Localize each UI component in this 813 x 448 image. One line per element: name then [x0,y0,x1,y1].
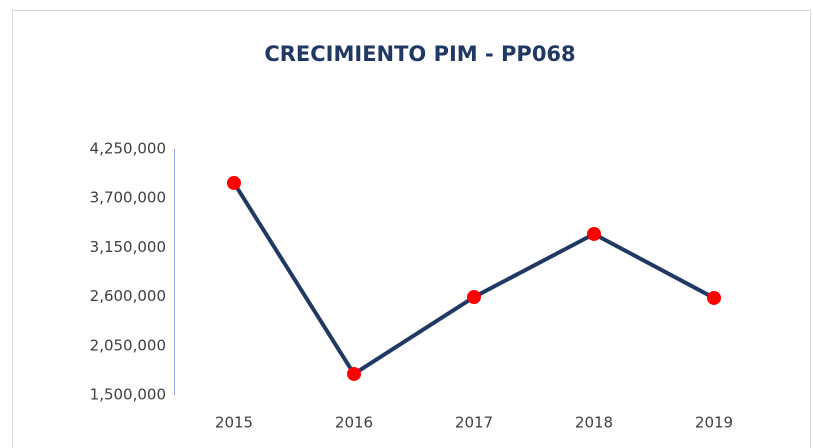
x-tick-label: 2016 [335,414,373,432]
marker [707,290,721,305]
y-tick-label: 2,050,000 [90,336,166,354]
marker [467,290,481,305]
marker [347,366,361,381]
chart-title: CRECIMIENTO PIM - PP068 [264,42,575,66]
y-tick-label: 2,600,000 [90,287,166,305]
x-tick-label: 2018 [575,414,613,432]
y-tick-label: 3,700,000 [90,189,166,207]
x-tick-label: 2015 [215,414,253,432]
chart-border [12,10,811,448]
marker [587,226,601,241]
y-tick-label: 4,250,000 [90,140,166,158]
x-tick-label: 2019 [695,414,733,432]
x-tick-label: 2017 [455,414,493,432]
y-tick-label: 3,150,000 [90,238,166,256]
marker [227,175,241,190]
y-tick-label: 1,500,000 [90,386,166,404]
